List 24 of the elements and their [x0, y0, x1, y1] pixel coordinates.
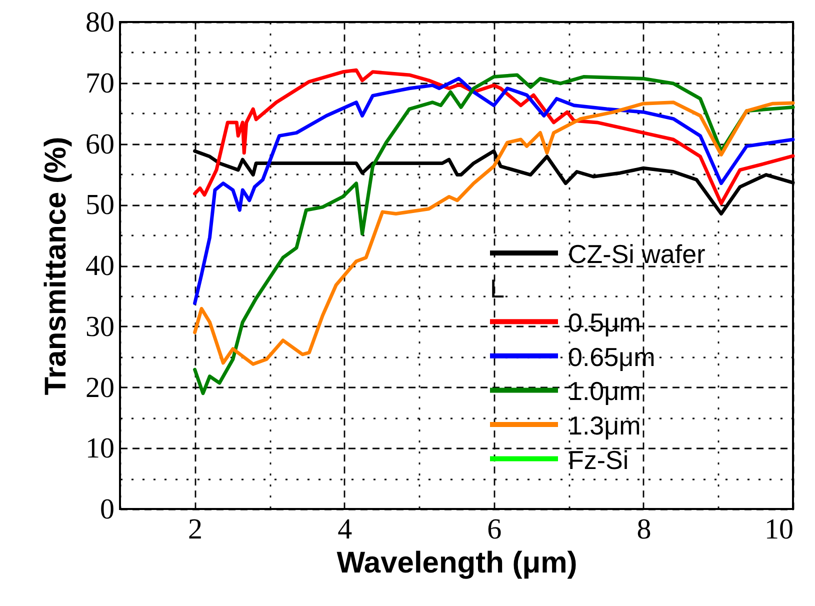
y-tick-label: 70 [86, 67, 114, 100]
y-tick-label: 80 [86, 6, 114, 38]
y-tick-label: 0 [100, 494, 114, 526]
x-tick-label: 10 [764, 514, 794, 546]
legend-label: 0.65μm [568, 342, 656, 372]
legend-label: CZ-Si wafer [568, 239, 706, 269]
legend-label: Fz-Si [568, 444, 629, 475]
x-tick-label: 4 [338, 514, 353, 546]
legend-label: 1.3μm [568, 410, 641, 440]
line-series [193, 76, 795, 305]
y-axis-title: Transmittance (%) [40, 136, 72, 396]
x-tick-label: 6 [487, 514, 502, 546]
line-series [193, 68, 795, 206]
x-tick-label: 2 [188, 514, 203, 546]
y-tick-label: 10 [86, 432, 114, 465]
y-tick-label: 50 [86, 189, 114, 222]
x-tick-label: 8 [636, 514, 652, 546]
legend-label: 0.5μm [568, 308, 641, 338]
x-axis-title: Wavelength (μm) [336, 546, 578, 580]
legend-label: 1.0μm [568, 376, 641, 406]
y-tick-label: 20 [86, 372, 114, 404]
y-tick-label: 30 [86, 310, 114, 343]
y-tick-label: 60 [86, 128, 114, 160]
y-tick-label: 40 [86, 250, 114, 282]
